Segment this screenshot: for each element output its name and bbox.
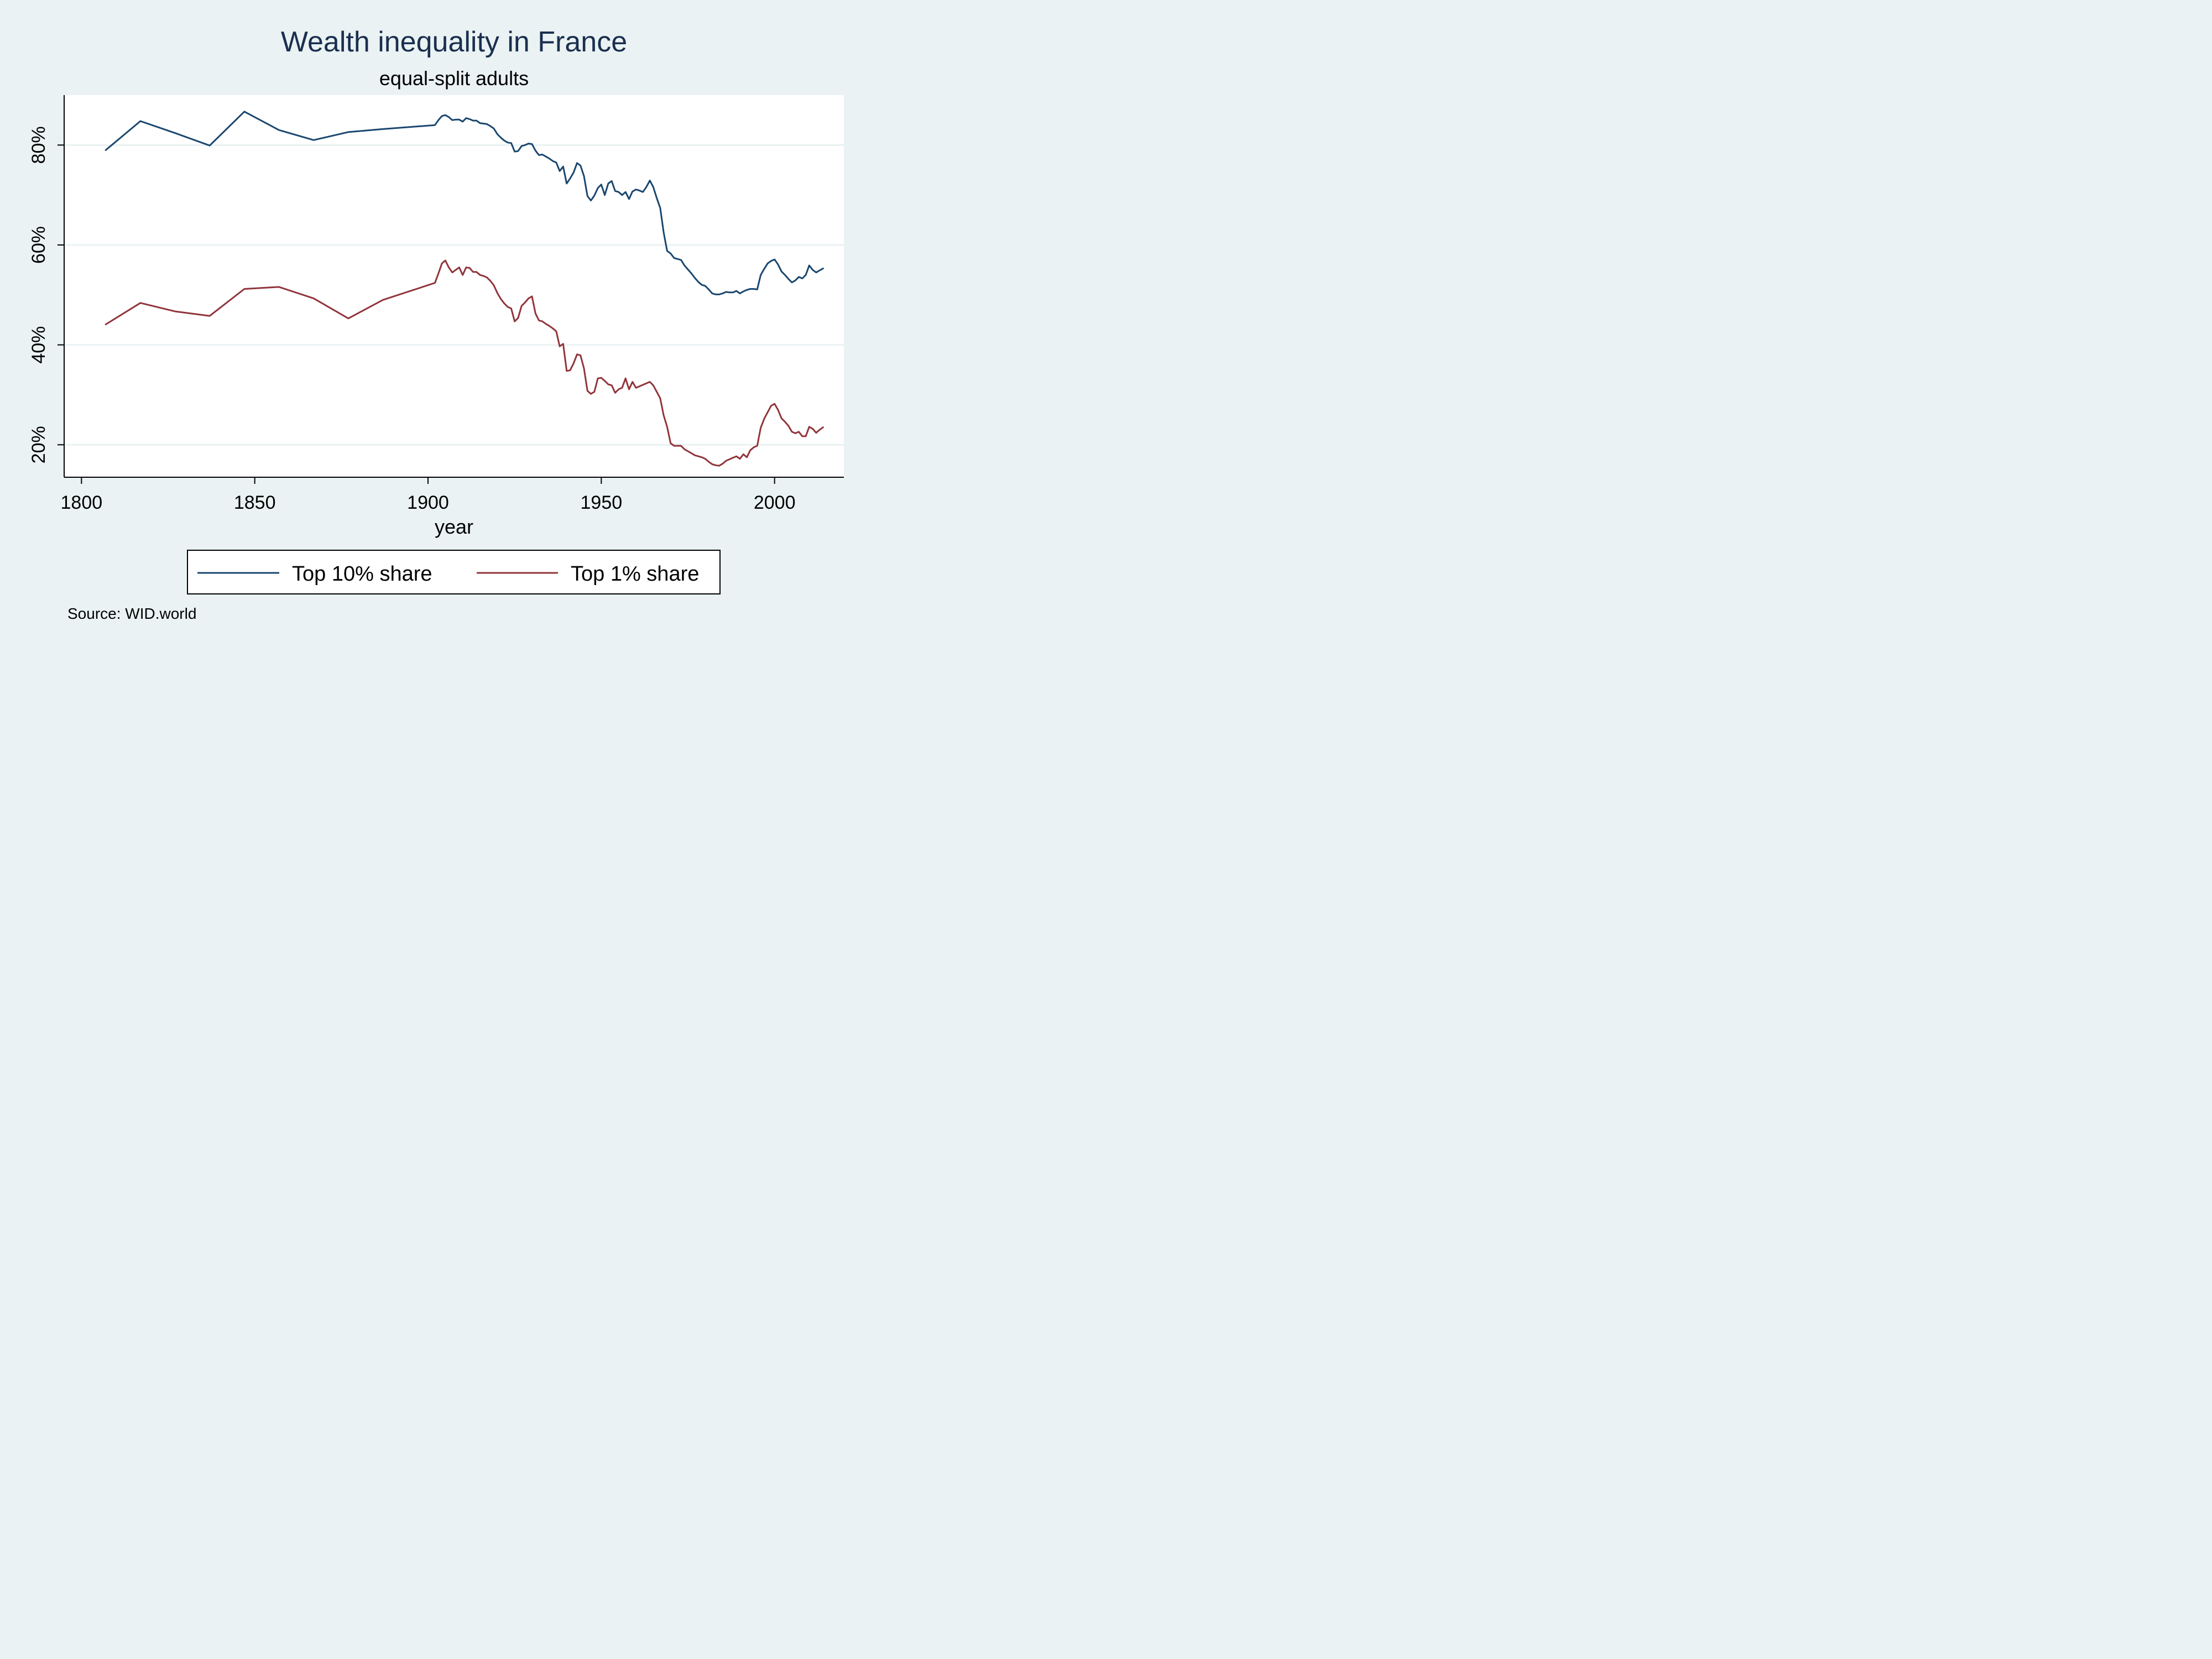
y-ticks: 20% 40% 60% 80%: [28, 126, 64, 463]
grid: [64, 144, 844, 446]
series-line-top-10: [105, 111, 824, 295]
legend-label-top-10: Top 10% share: [292, 562, 432, 586]
legend: Top 10% share Top 1% share: [187, 550, 721, 594]
series-lines: [105, 111, 824, 467]
x-axis-title: year: [435, 515, 473, 538]
chart-title: Wealth inequality in France: [281, 26, 627, 58]
y-tick-label-20: 20%: [28, 426, 49, 463]
y-tick-label-40: 40%: [28, 326, 49, 364]
legend-label-top-1: Top 1% share: [571, 562, 699, 586]
x-tick-label-1950: 1950: [581, 492, 623, 513]
x-tick-label-1800: 1800: [61, 492, 103, 513]
chart: 1800 1850 1900 1950 2000 20% 40% 60% 80% Wealth…: [28, 26, 844, 622]
y-tick-label-60: 60%: [28, 226, 49, 264]
series-line-top-1: [105, 259, 824, 467]
x-tick-label-1850: 1850: [234, 492, 276, 513]
y-tick-label-80: 80%: [28, 126, 49, 164]
chart-subtitle: equal-split adults: [379, 67, 529, 90]
x-tick-label-2000: 2000: [754, 492, 796, 513]
x-tick-label-1900: 1900: [407, 492, 449, 513]
x-ticks: 1800 1850 1900 1950 2000: [61, 477, 796, 513]
source-note: Source: WID.world: [67, 605, 196, 622]
plot-area: [64, 95, 844, 477]
